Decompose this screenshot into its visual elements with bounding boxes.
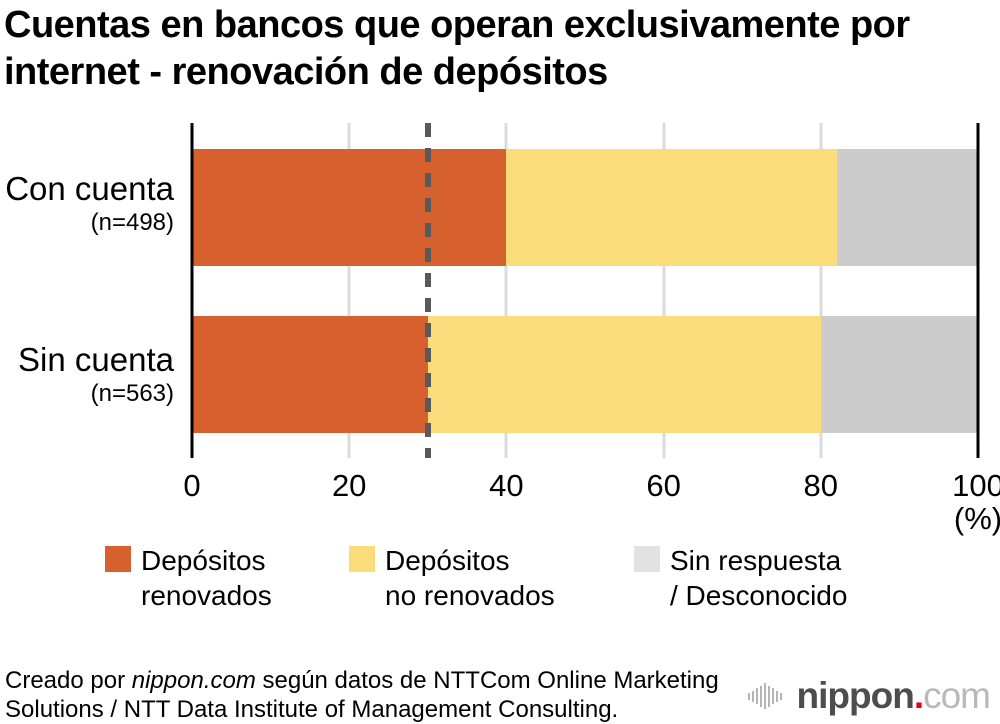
credit-brand: nippon.com bbox=[131, 667, 256, 694]
x-tick-label: 0 bbox=[183, 468, 201, 503]
logo-word-main: nippon bbox=[796, 675, 915, 716]
nippon-wordmark: nippon.com bbox=[797, 677, 991, 714]
legend-label-line2: no renovados bbox=[385, 580, 555, 611]
logo-word-tld: com bbox=[923, 675, 991, 716]
legend-item-sin-respuesta: Sin respuesta / Desconocido bbox=[634, 543, 847, 613]
legend-label: Depósitos renovados bbox=[141, 543, 272, 613]
legend-label-line1: Depósitos bbox=[385, 545, 510, 576]
legend-swatch bbox=[349, 546, 375, 572]
reference-line bbox=[424, 123, 431, 458]
legend-label: Depósitos no renovados bbox=[385, 543, 555, 613]
gridline bbox=[819, 123, 823, 458]
logo-red-dot: . bbox=[913, 675, 924, 716]
bar-row-0 bbox=[192, 149, 978, 266]
category-label-sin-cuenta: Sin cuenta (n=563) bbox=[0, 341, 180, 409]
legend-label: Sin respuesta / Desconocido bbox=[670, 543, 847, 613]
legend-label-line1: Depósitos bbox=[141, 545, 266, 576]
gridline bbox=[662, 123, 666, 458]
legend-swatch bbox=[105, 546, 131, 572]
gridline bbox=[504, 123, 508, 458]
bar-segment bbox=[192, 316, 428, 433]
source-credit: Creado por nippon.com según datos de NTT… bbox=[5, 666, 765, 724]
category-label-con-cuenta: Con cuenta (n=498) bbox=[0, 170, 180, 238]
legend-item-depositos-no-renovados: Depósitos no renovados bbox=[349, 543, 555, 613]
category-sample-size: (n=498) bbox=[90, 209, 174, 236]
x-tick-label: 20 bbox=[331, 468, 367, 503]
credit-prefix: Creado por bbox=[5, 667, 132, 694]
category-sample-size: (n=563) bbox=[90, 380, 174, 407]
bar-segment bbox=[820, 316, 978, 433]
bar-segment bbox=[506, 149, 837, 266]
x-tick-label: 80 bbox=[803, 468, 839, 503]
legend-label-line2: / Desconocido bbox=[670, 580, 848, 611]
x-axis-labels: (%) 0 20 40 60 80 100 bbox=[183, 468, 1000, 538]
x-tick-label: 40 bbox=[489, 468, 524, 503]
gridline bbox=[347, 123, 351, 458]
bar-row-1 bbox=[192, 316, 978, 433]
category-name: Sin cuenta bbox=[18, 341, 174, 378]
legend-label-line2: renovados bbox=[141, 580, 272, 611]
x-tick-label: 100 bbox=[952, 468, 1000, 503]
legend-item-depositos-renovados: Depósitos renovados bbox=[105, 543, 272, 613]
bar-segment bbox=[427, 316, 821, 433]
soundwave-bars-icon bbox=[747, 683, 784, 709]
axis-line bbox=[190, 123, 194, 458]
legend-label-line1: Sin respuesta bbox=[670, 545, 842, 576]
bar-segment bbox=[192, 149, 507, 266]
legend-swatch bbox=[634, 546, 660, 572]
bar-segment bbox=[836, 149, 978, 266]
category-name: Con cuenta bbox=[5, 170, 174, 207]
x-tick-label: 60 bbox=[646, 468, 681, 503]
chart-title: Cuentas en bancos que operan exclusivame… bbox=[4, 4, 910, 93]
credit-suffix: según datos de NTTCom Online Marketing S… bbox=[5, 667, 719, 723]
plot-area bbox=[190, 123, 980, 458]
x-axis-unit: (%) bbox=[953, 501, 1000, 536]
axis-line bbox=[976, 123, 980, 458]
nippon-logo: nippon.com bbox=[747, 677, 991, 714]
